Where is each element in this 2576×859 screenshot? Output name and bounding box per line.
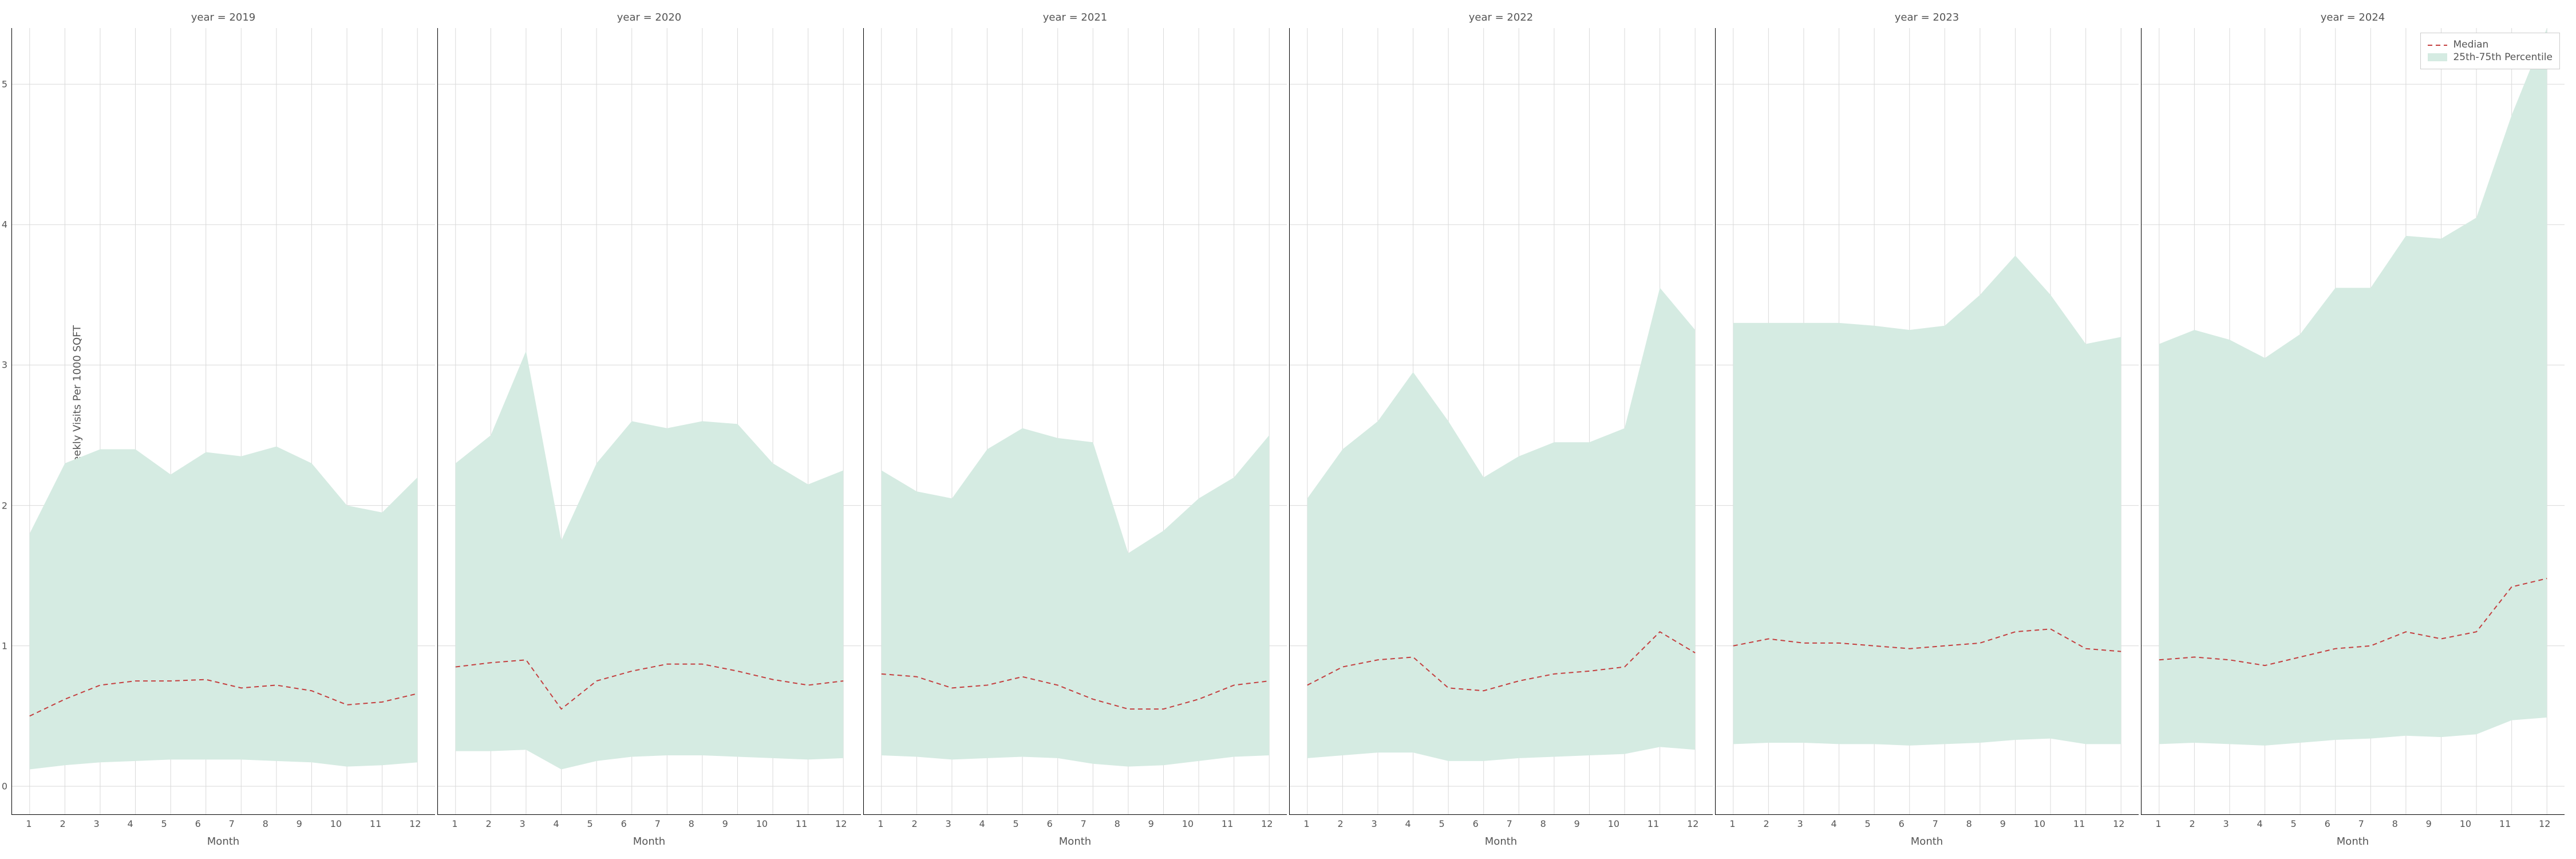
- panel-title: year = 2021: [863, 11, 1287, 28]
- legend-swatch-band: [2428, 53, 2447, 61]
- panel-title: year = 2022: [1289, 11, 1713, 28]
- plot-svg: [864, 28, 1287, 814]
- panel-title: year = 2024: [2141, 11, 2565, 28]
- legend-item-median: Median: [2428, 39, 2553, 50]
- percentile-band: [1733, 255, 2121, 746]
- x-tick-labels: 123456789101112: [1716, 818, 2139, 829]
- panel-2020: year = 2020123456789101112Month: [437, 11, 861, 848]
- plot-svg: [438, 28, 861, 814]
- panel-2021: year = 2021123456789101112Month: [863, 11, 1287, 848]
- legend-label-band: 25th-75th Percentile: [2453, 52, 2553, 63]
- panel-title: year = 2019: [11, 11, 435, 28]
- plot-svg: [2142, 28, 2565, 814]
- panel-title: year = 2020: [437, 11, 861, 28]
- percentile-band: [456, 351, 843, 770]
- plot-area: 123456789101112: [863, 28, 1287, 815]
- percentile-band: [30, 447, 417, 770]
- plot-area: 123456789101112: [1289, 28, 1713, 815]
- y-tick-labels: 543210: [0, 28, 7, 814]
- panel-2023: year = 2023123456789101112Month: [1715, 11, 2139, 848]
- legend-item-band: 25th-75th Percentile: [2428, 52, 2553, 63]
- plot-area: 123456789101112: [1715, 28, 2139, 815]
- x-tick-labels: 123456789101112: [864, 818, 1287, 829]
- x-tick-labels: 123456789101112: [2142, 818, 2565, 829]
- panel-2024: year = 2024 Median 25th-75th Percentile 123…: [2141, 11, 2565, 848]
- percentile-band: [2159, 28, 2547, 746]
- x-tick-labels: 123456789101112: [438, 818, 861, 829]
- legend: Median 25th-75th Percentile: [2420, 33, 2560, 69]
- panel-title: year = 2023: [1715, 11, 2139, 28]
- plot-svg: [1290, 28, 1713, 814]
- percentile-band: [882, 428, 1269, 767]
- plot-area: 123456789101112: [437, 28, 861, 815]
- plot-svg: [1716, 28, 2139, 814]
- plot-area: Average Weekly Visits Per 1000 SQFT54321…: [11, 28, 435, 815]
- legend-swatch-median: [2428, 41, 2447, 49]
- panel-2022: year = 2022123456789101112Month: [1289, 11, 1713, 848]
- percentile-band: [1307, 288, 1695, 761]
- x-tick-labels: 123456789101112: [12, 818, 435, 829]
- facet-grid: year = 2019Average Weekly Visits Per 100…: [11, 11, 2565, 848]
- plot-area: Median25th-75th Percentile12345678910111…: [2141, 28, 2565, 815]
- plot-svg: [12, 28, 435, 814]
- legend-label-median: Median: [2453, 39, 2488, 50]
- x-tick-labels: 123456789101112: [1290, 818, 1713, 829]
- panel-2019: year = 2019Average Weekly Visits Per 100…: [11, 11, 435, 848]
